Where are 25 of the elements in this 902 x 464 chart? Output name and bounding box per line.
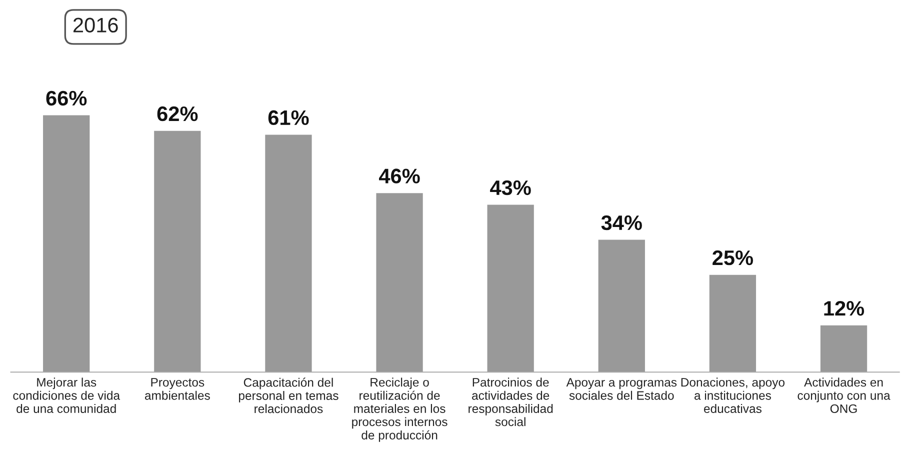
data-label: 46% bbox=[378, 168, 420, 184]
x-tick-label: Mejorar las condiciones de vida de una comunidad bbox=[13, 378, 120, 413]
data-label: 61% bbox=[268, 110, 309, 126]
data-label: 34% bbox=[601, 215, 642, 230]
bar bbox=[376, 193, 423, 372]
x-tick-label: Donaciones, apoyo a instituciones educativas bbox=[681, 378, 785, 413]
x-tick-label: Patrocinios de actividades de responsabilidad social bbox=[468, 378, 553, 426]
data-label: 62% bbox=[157, 106, 198, 122]
x-tick-label: Actividades en conjunto con una ONG bbox=[798, 378, 890, 413]
bar bbox=[820, 325, 868, 372]
bar bbox=[154, 130, 201, 372]
bar bbox=[43, 115, 90, 372]
data-label: 66% bbox=[46, 90, 87, 106]
data-label: 43% bbox=[490, 180, 531, 196]
data-label: 12% bbox=[824, 301, 864, 316]
bar bbox=[598, 240, 645, 372]
chart-title: 2016 bbox=[73, 18, 118, 33]
bar bbox=[709, 274, 756, 372]
x-tick-label: Capacitación del personal en temas relacionados bbox=[238, 378, 338, 414]
x-tick-label: Apoyar a programas sociales del Estado bbox=[566, 378, 677, 400]
bar bbox=[487, 204, 534, 372]
x-tick-label: Proyectos ambientales bbox=[144, 378, 210, 400]
bar bbox=[265, 134, 312, 372]
x-tick-label: Reciclaje o reutilización de materiales en los procesos internos de producción bbox=[352, 378, 448, 442]
data-label: 25% bbox=[712, 250, 754, 266]
